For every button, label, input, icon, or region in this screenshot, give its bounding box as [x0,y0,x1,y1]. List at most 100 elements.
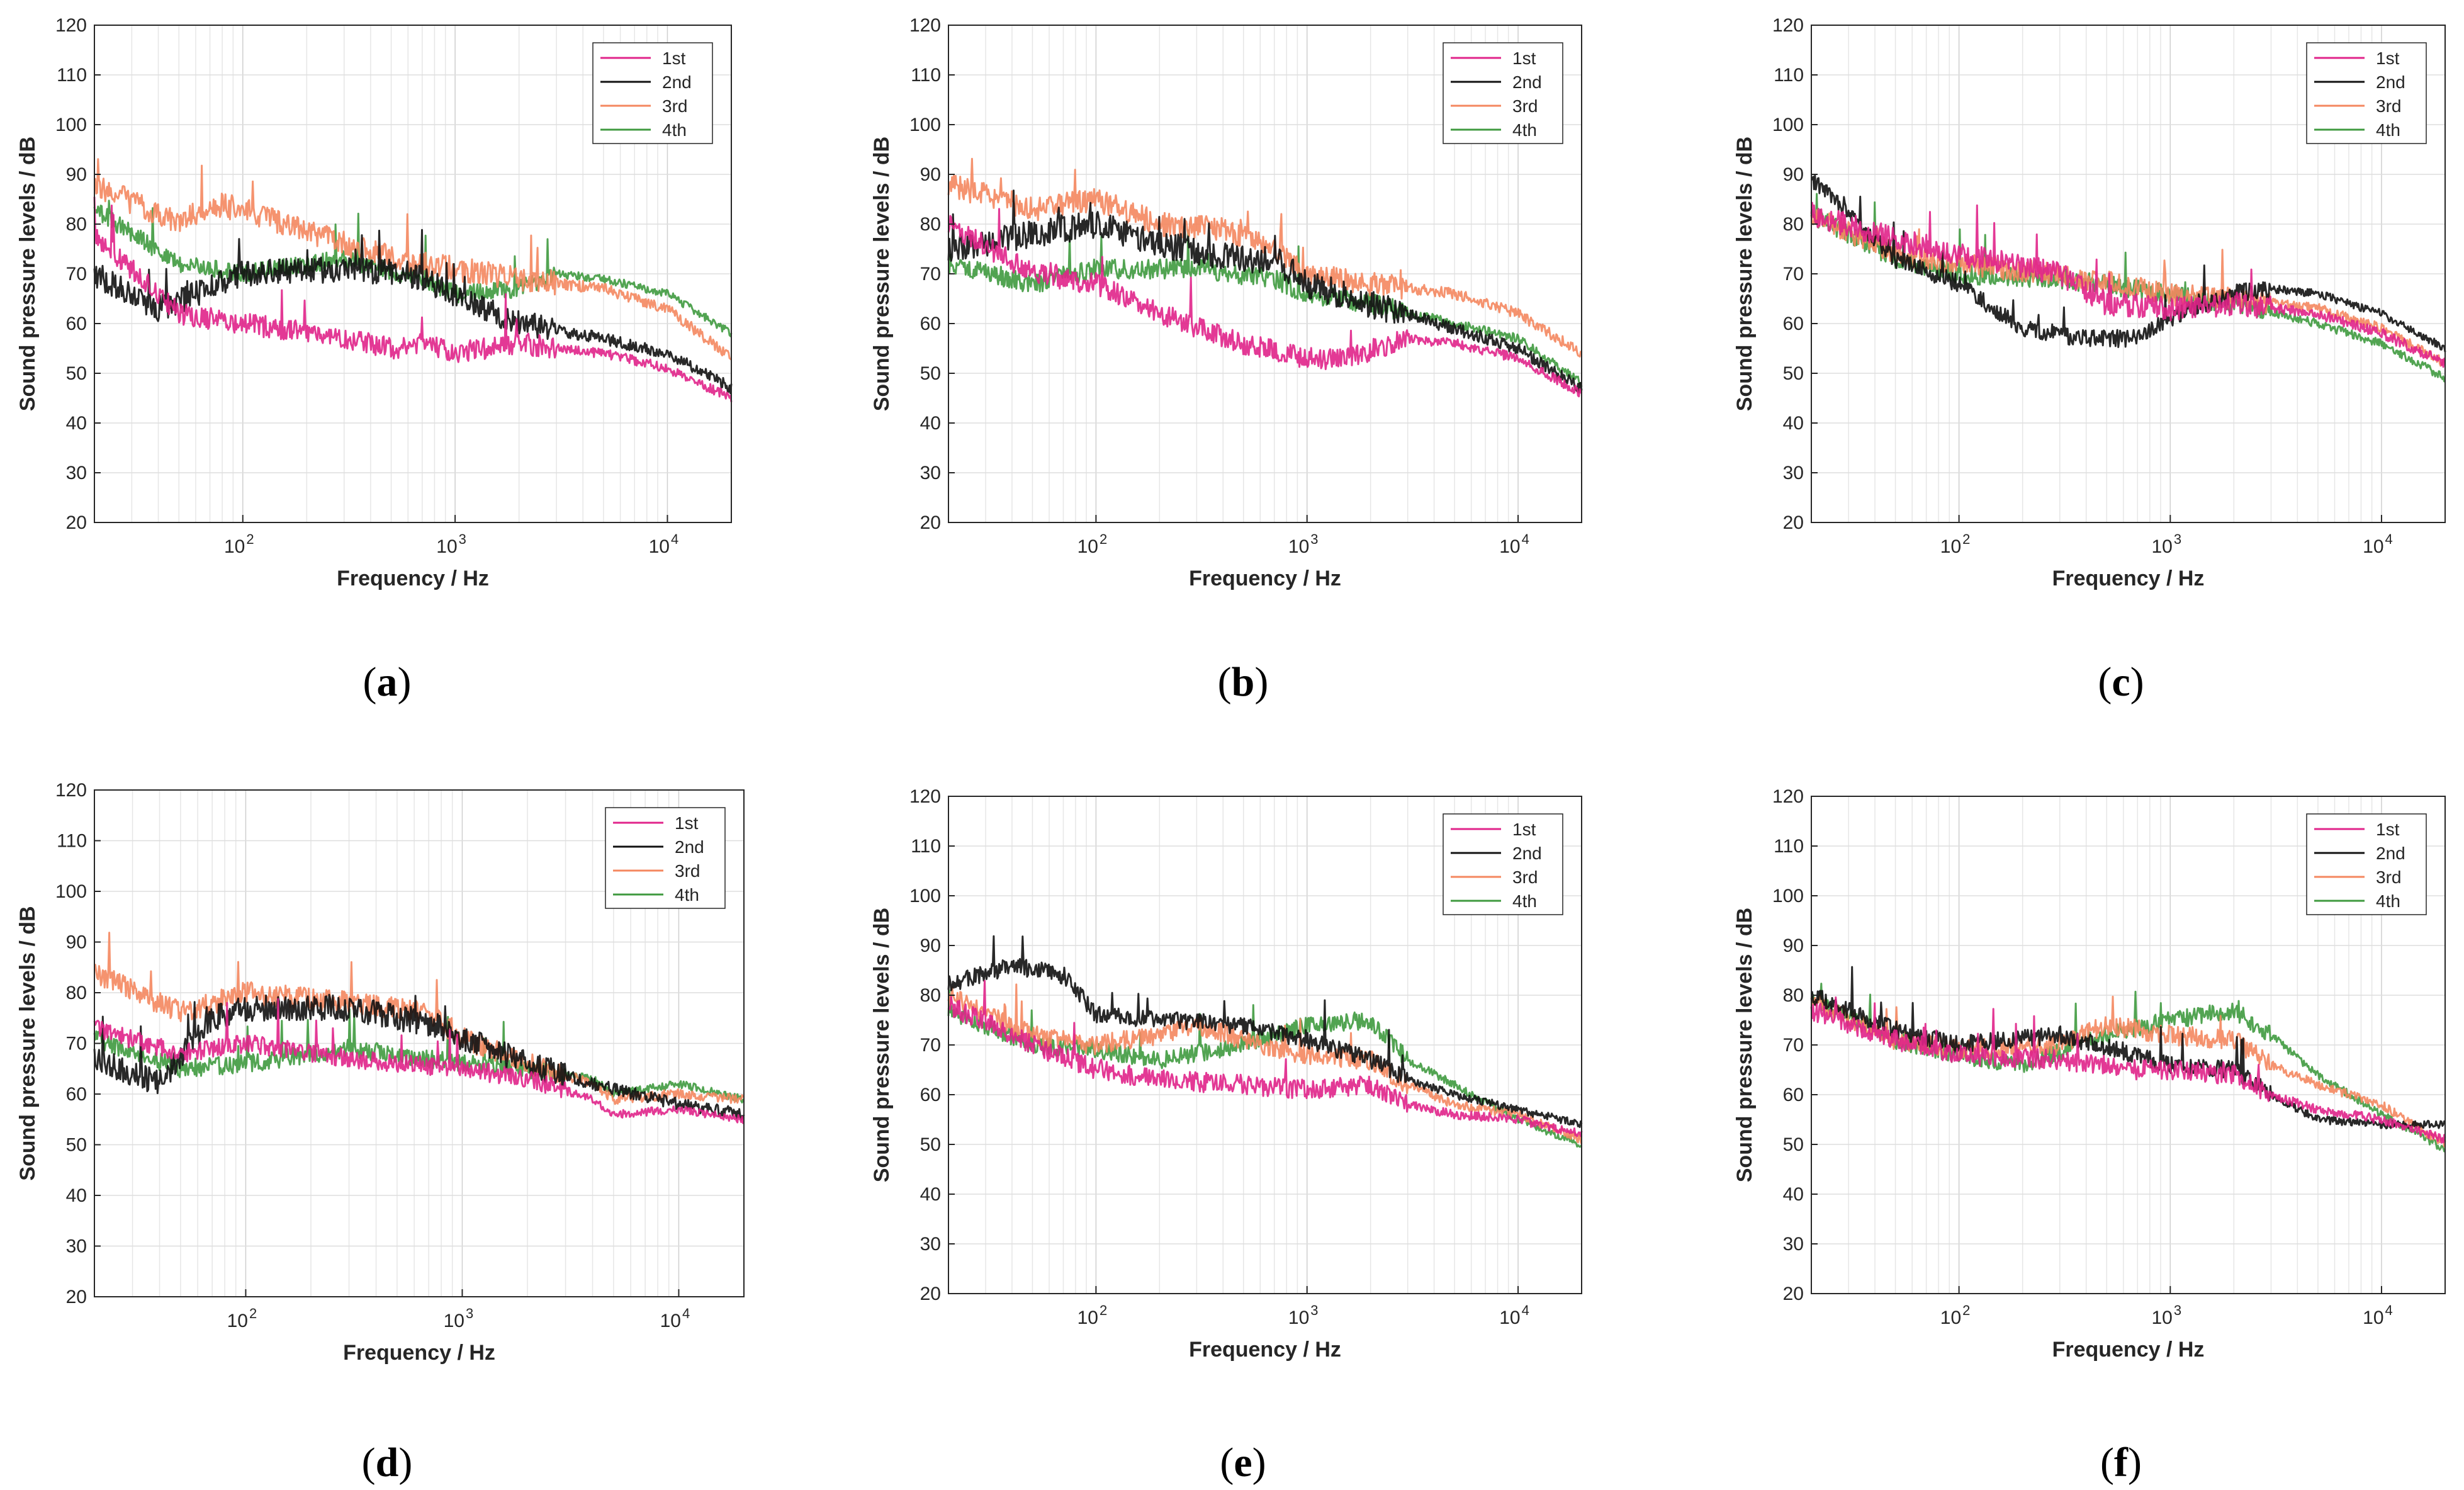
y-tick-label: 110 [1774,65,1804,86]
panel-caption: (b) [1218,659,1269,705]
y-tick-label: 70 [1783,1035,1804,1056]
y-tick-label: 110 [911,65,941,86]
y-axis-title: Sound pressure levels / dB [870,137,894,411]
legend-label-2nd: 2nd [675,837,704,857]
legend-label-3rd: 3rd [662,96,687,116]
y-tick-label: 20 [920,512,941,533]
y-tick-label: 90 [1783,164,1804,185]
y-tick-label: 30 [920,1234,941,1255]
panel-caption: (a) [363,659,412,705]
legend: 1st 2nd 3rd 4th [1443,813,1563,915]
chart-panel-a: 20 30 40 50 60 70 80 90 100 110 120 102 103 104 Freque… [16,15,733,705]
caption-paren-close: ) [398,659,412,705]
legend-label-1st: 1st [1512,48,1536,68]
series-line-1st [1810,201,2446,368]
legend-label-1st: 1st [2376,48,2400,68]
x-tick-label: 103 [1288,1302,1319,1328]
y-tick-label: 50 [920,1134,941,1155]
series-line-1st [93,998,745,1124]
legend: 1st 2nd 3rd 4th [2306,42,2427,144]
x-tick-label: 102 [1940,1302,1971,1328]
y-tick-label: 80 [920,214,941,235]
y-tick-label: 60 [1783,1085,1804,1105]
legend-label-1st: 1st [675,813,699,833]
y-axis-title: Sound pressure levels / dB [16,906,40,1180]
y-tick-label: 100 [55,115,87,135]
y-tick-label: 90 [920,164,941,185]
y-tick-label: 110 [57,65,87,86]
caption-letter: a [377,659,398,705]
legend-label-3rd: 3rd [675,861,700,881]
series-line-1st [1810,996,2446,1144]
legend-label-2nd: 2nd [662,72,692,92]
x-tick-exponent: 4 [671,531,678,547]
legend: 1st 2nd 3rd 4th [1443,42,1563,144]
x-tick-exponent: 3 [466,1306,473,1321]
legend-label-4th: 4th [2376,120,2400,140]
y-axis: 20 30 40 50 60 70 80 90 100 110 120 [1772,15,1818,533]
y-tick-label: 100 [1772,886,1804,906]
series-group [1810,966,2446,1153]
legend-box [1443,813,1563,915]
y-tick-label: 40 [920,1184,941,1205]
chart-panel-f: 20 30 40 50 60 70 80 90 100 110 120 102 103 104 Freque… [1733,786,2446,1486]
legend-label-2nd: 2nd [1512,844,1542,863]
y-tick-label: 90 [1783,935,1804,956]
y-axis-title: Sound pressure levels / dB [1733,137,1757,411]
y-tick-label: 120 [55,15,87,36]
chart-panel-c: 20 30 40 50 60 70 80 90 100 110 120 102 103 104 Freque… [1733,15,2446,705]
x-tick-label: 102 [1077,531,1108,557]
series-line-2nd [93,993,745,1121]
x-tick-exponent: 4 [1522,1302,1529,1318]
x-tick-exponent: 2 [1962,531,1970,547]
legend-box [592,42,713,144]
series-group [1810,174,2446,383]
y-tick-label: 50 [920,363,941,384]
series-group [947,157,1583,398]
caption-paren-open: ( [1218,659,1232,705]
x-tick-label: 104 [2363,1302,2393,1328]
y-tick-label: 40 [1783,413,1804,434]
legend-label-4th: 4th [675,885,699,905]
x-tick-exponent: 3 [2174,531,2181,547]
panel-caption: (c) [2098,659,2144,705]
x-tick-label: 103 [444,1306,474,1331]
x-tick-label: 102 [1077,1302,1108,1328]
y-tick-label: 60 [66,1084,87,1105]
caption-letter: b [1232,659,1255,705]
legend: 1st 2nd 3rd 4th [2306,813,2427,915]
y-axis: 20 30 40 50 60 70 80 90 100 110 120 [909,15,955,533]
y-tick-label: 80 [66,214,87,235]
y-tick-label: 50 [66,363,87,384]
x-tick-exponent: 2 [249,1306,257,1321]
y-tick-label: 90 [920,935,941,956]
series-line-2nd [1810,174,2446,353]
panel-caption: (f) [2100,1440,2142,1486]
x-tick-exponent: 2 [246,531,254,547]
legend-label-4th: 4th [1512,891,1537,911]
y-tick-label: 20 [920,1284,941,1304]
caption-paren-open: ( [1220,1440,1234,1486]
y-axis: 20 30 40 50 60 70 80 90 100 110 120 [55,780,101,1307]
y-tick-label: 110 [57,831,87,852]
y-tick-label: 50 [1783,1134,1804,1155]
legend-label-2nd: 2nd [2376,72,2405,92]
x-tick-label: 103 [1288,531,1319,557]
y-axis-title: Sound pressure levels / dB [16,137,40,411]
legend-label-1st: 1st [662,48,686,68]
caption-paren-close: ) [398,1440,412,1486]
legend-box [2306,42,2427,144]
y-tick-label: 60 [1783,313,1804,334]
y-axis: 20 30 40 50 60 70 80 90 100 110 120 [55,15,101,533]
panel-caption: (e) [1220,1440,1266,1486]
x-tick-label: 104 [1499,531,1529,557]
y-tick-label: 120 [1772,15,1804,36]
legend-label-4th: 4th [1512,120,1537,140]
y-tick-label: 30 [920,463,941,483]
y-tick-label: 70 [66,264,87,285]
y-tick-label: 120 [909,15,941,36]
x-tick-label: 104 [1499,1302,1529,1328]
series-line-1st [947,979,1583,1137]
series-line-1st [93,196,733,402]
